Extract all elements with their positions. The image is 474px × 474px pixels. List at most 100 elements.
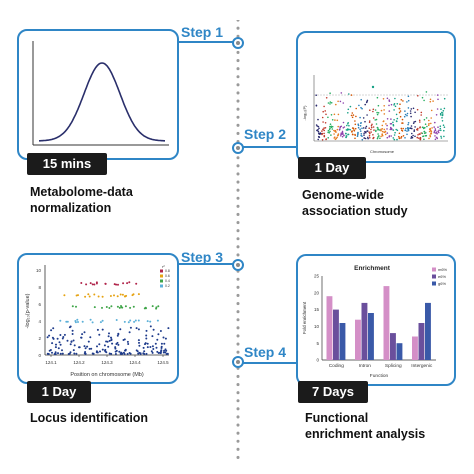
manhattan-point [430, 109, 433, 112]
locus-point [131, 294, 134, 297]
manhattan-point [372, 136, 375, 139]
locus-x-tick: 124.2 [73, 360, 85, 365]
step-4-duration-badge: 7 Days [298, 381, 368, 403]
locus-point [133, 320, 136, 323]
manhattan-point [329, 123, 332, 125]
locus-y-tick: 10 [36, 268, 42, 273]
manhattan-point [442, 124, 445, 126]
enrichment-y-tick: 5 [316, 341, 319, 346]
manhattan-point [433, 130, 436, 132]
locus-ylabel: -log₁₀(p-value) [25, 293, 31, 328]
enrichment-xlabel: Function [370, 373, 389, 379]
manhattan-point [357, 134, 359, 136]
locus-point [50, 329, 53, 332]
locus-point [53, 353, 56, 355]
manhattan-point [393, 134, 396, 136]
manhattan-point [372, 117, 375, 119]
manhattan-point [419, 121, 421, 123]
locus-point [75, 352, 78, 355]
manhattan-point [408, 127, 410, 129]
manhattan-point [339, 126, 342, 128]
manhattan-point [337, 100, 339, 103]
enrichment-bar [390, 333, 396, 360]
locus-point [51, 351, 53, 354]
manhattan-point [343, 134, 345, 137]
locus-point [81, 333, 84, 336]
manhattan-point [327, 131, 329, 134]
locus-point [114, 353, 117, 355]
locus-point [123, 320, 126, 323]
manhattan-point [381, 128, 384, 130]
manhattan-point [421, 132, 424, 135]
manhattan-point [348, 93, 350, 95]
locus-point [84, 347, 87, 350]
locus-point [48, 349, 51, 352]
manhattan-point [440, 108, 442, 110]
manhattan-point [380, 128, 382, 131]
manhattan-point [386, 118, 389, 120]
manhattan-point [392, 137, 395, 139]
manhattan-point [364, 103, 366, 106]
locus-point [128, 331, 131, 334]
manhattan-point [373, 129, 375, 131]
locus-point [59, 343, 62, 346]
manhattan-point [375, 118, 378, 121]
locus-point [59, 352, 62, 355]
manhattan-point [329, 125, 331, 128]
manhattan-point [377, 112, 380, 114]
manhattan-point [360, 122, 362, 124]
manhattan-point [428, 122, 430, 125]
locus-point [101, 306, 103, 309]
manhattan-point [400, 127, 403, 130]
step-3-caption: Locus identification [30, 411, 149, 425]
manhattan-point [362, 127, 365, 129]
locus-point [101, 319, 104, 322]
locus-point [118, 306, 121, 309]
manhattan-point [358, 104, 360, 107]
manhattan-point [364, 127, 367, 129]
manhattan-point [384, 130, 387, 133]
manhattan-point [327, 116, 329, 119]
manhattan-point [315, 104, 318, 107]
locus-point [152, 328, 155, 331]
locus-point [115, 349, 118, 352]
manhattan-point [439, 127, 442, 130]
manhattan-point [418, 137, 420, 139]
manhattan-point [354, 123, 357, 126]
manhattan-point [440, 129, 442, 132]
manhattan-point [439, 112, 442, 115]
locus-point [129, 319, 132, 322]
manhattan-point [383, 109, 385, 111]
manhattan-point [409, 112, 412, 115]
manhattan-point [412, 107, 415, 110]
manhattan-point [396, 103, 399, 105]
locus-point [101, 328, 104, 331]
manhattan-point [439, 125, 442, 127]
step-2-connector [240, 146, 298, 148]
step-1-duration-badge: 15 mins [27, 153, 107, 175]
manhattan-point [322, 128, 324, 131]
locus-point [108, 339, 111, 342]
locus-point [110, 339, 113, 342]
manhattan-point [349, 129, 351, 131]
manhattan-point [347, 129, 349, 131]
locus-point [164, 351, 167, 354]
manhattan-point [317, 118, 319, 121]
manhattan-point [428, 137, 430, 140]
manhattan-point [394, 97, 396, 100]
manhattan-point [443, 97, 446, 100]
locus-point [124, 295, 127, 298]
manhattan-point [334, 138, 337, 141]
manhattan-point [437, 131, 440, 134]
manhattan-point [351, 116, 354, 119]
manhattan-point [393, 119, 395, 121]
manhattan-point [331, 125, 334, 128]
enrichment-ylabel: Fold enrichment [302, 301, 307, 334]
locus-point [98, 333, 101, 336]
enrichment-title: Enrichment [354, 265, 391, 272]
locus-point [96, 345, 98, 348]
locus-point [51, 342, 54, 345]
manhattan-point [340, 92, 343, 94]
gaussian-curve [39, 62, 165, 142]
manhattan-point [354, 137, 356, 140]
